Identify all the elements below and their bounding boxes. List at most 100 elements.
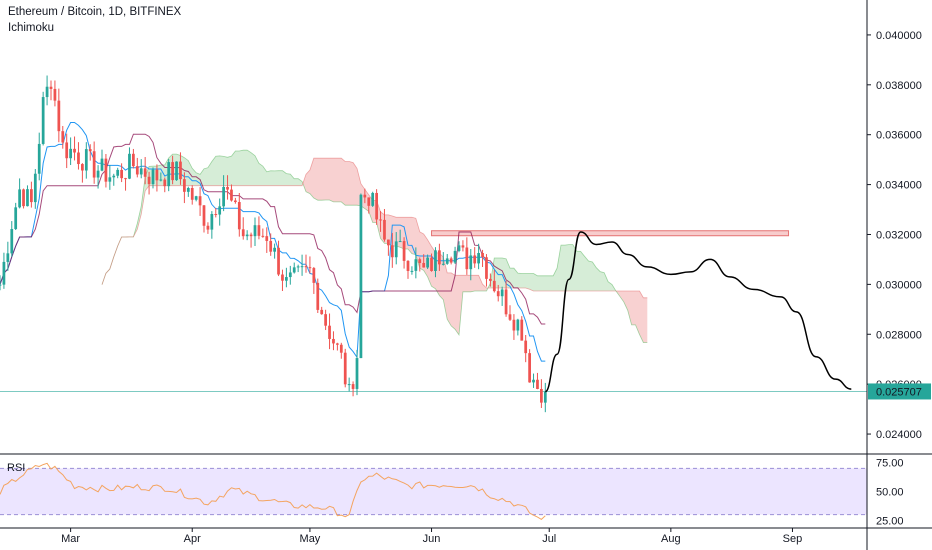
candle[interactable]	[163, 177, 167, 193]
candle[interactable]	[175, 161, 178, 181]
candle[interactable]	[465, 237, 469, 275]
candle[interactable]	[190, 185, 194, 205]
candle[interactable]	[367, 197, 371, 214]
candle[interactable]	[49, 80, 53, 101]
candle[interactable]	[524, 335, 528, 363]
candle[interactable]	[147, 171, 151, 195]
candle[interactable]	[316, 278, 320, 313]
candle[interactable]	[543, 382, 547, 413]
candle[interactable]	[249, 232, 253, 248]
candle[interactable]	[108, 164, 112, 190]
candle[interactable]	[292, 262, 296, 274]
candle[interactable]	[0, 275, 2, 291]
candle[interactable]	[520, 316, 524, 341]
candle[interactable]	[418, 257, 422, 272]
candle[interactable]	[88, 144, 92, 161]
candle[interactable]	[383, 208, 386, 242]
candle[interactable]	[528, 349, 531, 383]
candle[interactable]	[183, 172, 186, 204]
candle[interactable]	[441, 252, 445, 266]
candle[interactable]	[92, 141, 96, 184]
candle[interactable]	[536, 372, 539, 390]
candle[interactable]	[132, 148, 135, 169]
candle[interactable]	[167, 158, 171, 192]
candle[interactable]	[371, 191, 375, 207]
candle[interactable]	[269, 233, 273, 256]
candle[interactable]	[77, 142, 80, 170]
candle[interactable]	[351, 381, 355, 397]
candle[interactable]	[304, 254, 308, 273]
candle[interactable]	[496, 284, 500, 302]
candle[interactable]	[171, 155, 174, 185]
candle[interactable]	[406, 260, 410, 279]
candle[interactable]	[143, 157, 147, 185]
candle[interactable]	[285, 267, 288, 288]
candle[interactable]	[261, 228, 265, 238]
candle[interactable]	[155, 164, 159, 192]
candle[interactable]	[128, 147, 131, 180]
candle[interactable]	[57, 88, 61, 143]
candle[interactable]	[410, 266, 414, 275]
candle[interactable]	[265, 227, 269, 253]
candle[interactable]	[218, 198, 222, 226]
candle[interactable]	[234, 197, 237, 204]
candle[interactable]	[151, 167, 155, 189]
candle[interactable]	[516, 318, 520, 336]
candle[interactable]	[512, 314, 516, 340]
candle[interactable]	[139, 159, 143, 179]
candle[interactable]	[104, 154, 108, 188]
candle[interactable]	[343, 348, 347, 388]
candle[interactable]	[159, 172, 163, 182]
candle[interactable]	[6, 241, 10, 271]
candle[interactable]	[53, 80, 57, 107]
candle[interactable]	[540, 379, 543, 408]
candle[interactable]	[477, 243, 480, 270]
candle[interactable]	[186, 186, 190, 197]
candle[interactable]	[402, 237, 406, 269]
candle[interactable]	[65, 133, 69, 169]
candle[interactable]	[2, 252, 6, 289]
candle[interactable]	[359, 193, 363, 359]
candle[interactable]	[281, 269, 284, 292]
candle[interactable]	[214, 207, 218, 218]
candle[interactable]	[438, 243, 441, 271]
candle[interactable]	[336, 342, 339, 351]
candle[interactable]	[69, 137, 72, 166]
candle[interactable]	[10, 221, 14, 257]
candle[interactable]	[508, 305, 512, 322]
candle[interactable]	[33, 169, 37, 209]
candle[interactable]	[379, 211, 382, 232]
candle[interactable]	[120, 163, 123, 183]
candle[interactable]	[257, 216, 261, 240]
candle[interactable]	[375, 189, 378, 225]
candle[interactable]	[96, 165, 100, 189]
candle[interactable]	[453, 246, 457, 264]
candle[interactable]	[312, 266, 316, 294]
candle[interactable]	[426, 254, 429, 270]
candle[interactable]	[500, 286, 504, 306]
candle[interactable]	[226, 175, 229, 200]
candle[interactable]	[434, 247, 437, 278]
candle[interactable]	[296, 264, 300, 273]
candle[interactable]	[473, 247, 477, 268]
candle[interactable]	[26, 185, 29, 207]
candle[interactable]	[30, 181, 33, 208]
candle[interactable]	[124, 177, 127, 191]
candle[interactable]	[422, 254, 426, 268]
candle[interactable]	[390, 232, 394, 268]
candle[interactable]	[37, 132, 41, 181]
candle[interactable]	[332, 331, 335, 351]
candle[interactable]	[84, 142, 88, 179]
candle[interactable]	[273, 243, 276, 259]
candle[interactable]	[457, 241, 461, 253]
candle[interactable]	[492, 270, 496, 293]
candle[interactable]	[41, 91, 45, 146]
candle[interactable]	[394, 232, 398, 265]
candle[interactable]	[14, 202, 18, 230]
candle[interactable]	[277, 240, 280, 277]
candle[interactable]	[22, 188, 25, 209]
forecast-path[interactable]	[544, 231, 852, 393]
candle[interactable]	[100, 149, 104, 172]
candle[interactable]	[430, 253, 433, 272]
